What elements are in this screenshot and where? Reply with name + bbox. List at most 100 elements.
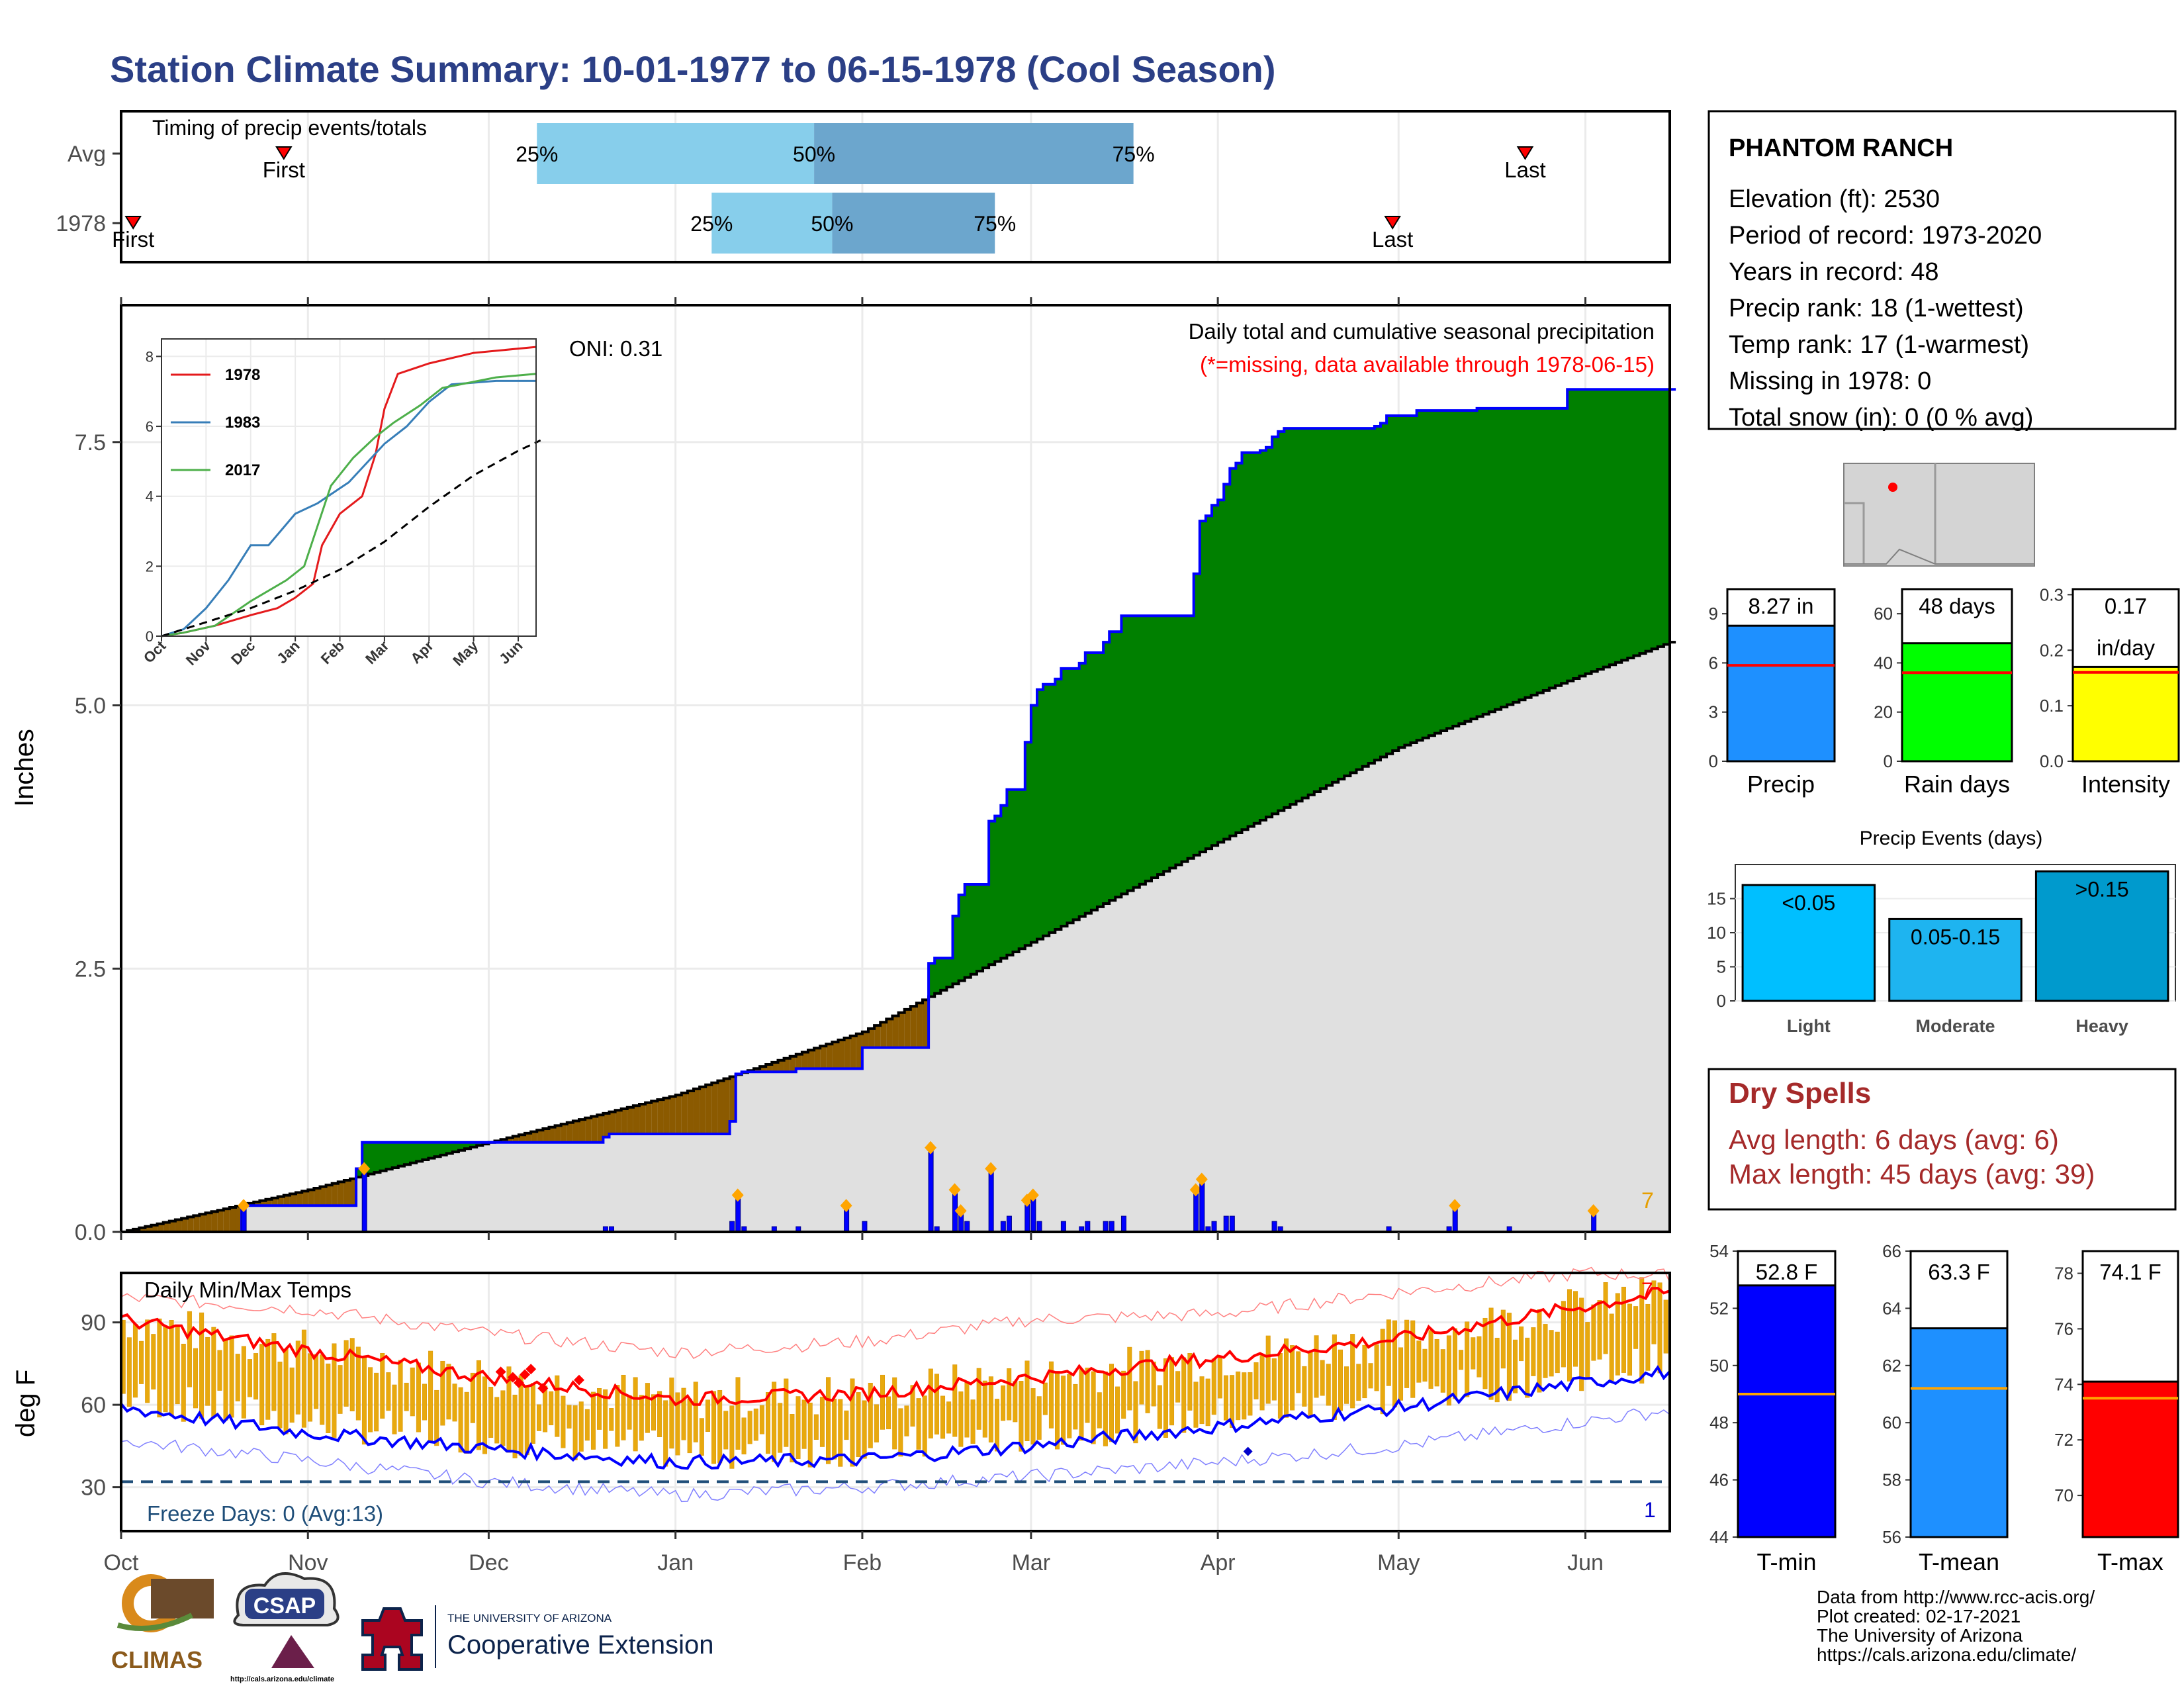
surplus-area <box>1663 389 1670 645</box>
daily-temp-range-bar <box>386 1372 391 1411</box>
event-axis-label: Light <box>1787 1016 1831 1036</box>
avg-cumulative-area <box>970 974 978 1232</box>
daily-temp-range-bar <box>175 1325 180 1405</box>
event-bar-Heavy <box>2034 870 2169 1002</box>
mini-bar-Intensity <box>2071 665 2180 763</box>
daily-temp-range-bar <box>524 1385 529 1456</box>
deficit-area <box>175 1219 182 1232</box>
avg-cumulative-area <box>807 1050 815 1232</box>
daily-temp-range-bar <box>1380 1329 1385 1415</box>
avg-cumulative-area <box>904 1009 911 1232</box>
daily-temp-range-bar <box>247 1359 252 1397</box>
daily-temp-range-bar <box>1320 1360 1325 1396</box>
timing-p25-label: 25% <box>516 142 558 166</box>
surplus-area <box>1374 426 1381 761</box>
daily-temp-range-bar <box>723 1411 729 1450</box>
avg-cumulative-area <box>477 1145 483 1232</box>
daily-temp-range-bar <box>500 1390 506 1446</box>
surplus-area <box>1085 653 1092 914</box>
surplus-area <box>1338 428 1345 779</box>
avg-cumulative-area <box>1356 769 1363 1232</box>
avg-cumulative-area <box>760 1066 766 1232</box>
temp-bar-tick-label: 50 <box>1709 1356 1729 1376</box>
daily-temp-range-bar <box>422 1383 428 1421</box>
deficit-area <box>512 1136 520 1143</box>
daily-temp-range-bar <box>1109 1364 1114 1442</box>
deficit-area <box>145 1226 152 1232</box>
timing-p50-label: 50% <box>793 142 835 166</box>
deficit-area <box>832 1042 839 1069</box>
deficit-area <box>826 1044 833 1069</box>
temp-bar-tick-label: 64 <box>1882 1298 1901 1318</box>
daily-temp-range-bar <box>488 1387 494 1438</box>
daily-temp-range-bar <box>633 1377 638 1452</box>
daily-temp-range-bar <box>326 1363 331 1433</box>
daily-temp-range-bar <box>1091 1371 1096 1444</box>
avg-cumulative-area <box>277 1196 285 1232</box>
daily-temp-range-bar <box>265 1338 271 1420</box>
daily-temp-range-bar <box>1314 1335 1319 1398</box>
surplus-area <box>940 958 947 990</box>
surplus-area <box>1609 389 1616 665</box>
surplus-area <box>995 816 1001 962</box>
daily-temp-range-bar <box>1494 1337 1500 1403</box>
timing-p25-label: 25% <box>690 212 733 236</box>
temp-bar-T-min <box>1737 1284 1837 1538</box>
surplus-area <box>471 1142 477 1147</box>
avg-cumulative-area <box>826 1044 833 1232</box>
inset-xtick-label: Apr <box>407 637 437 667</box>
mini-bar-value-text: 0.17 <box>2105 594 2147 618</box>
daily-temp-range-bar <box>217 1350 222 1391</box>
deficit-area <box>181 1218 188 1232</box>
daily-temp-range-bar <box>169 1320 174 1416</box>
avg-cumulative-area <box>1410 742 1418 1232</box>
daily-temp-range-bar <box>374 1372 379 1432</box>
daily-temp-range-bar <box>446 1364 451 1420</box>
deficit-area <box>157 1223 164 1232</box>
daily-temp-range-bar <box>368 1367 373 1432</box>
daily-temp-range-bar <box>458 1387 463 1453</box>
deficit-area <box>766 1064 772 1072</box>
daily-temp-range-bar <box>1199 1376 1205 1425</box>
surplus-area <box>976 884 983 971</box>
avg-cumulative-area <box>1453 726 1459 1232</box>
daily-temp-range-bar <box>813 1414 819 1440</box>
avg-cumulative-area <box>850 1035 857 1232</box>
avg-cumulative-area <box>675 1095 682 1232</box>
timing-frame <box>120 110 1671 263</box>
avg-cumulative-area <box>1253 823 1261 1232</box>
daily-temp-range-bar <box>832 1398 837 1460</box>
avg-cumulative-area <box>1019 949 1026 1232</box>
avg-cumulative-area <box>1387 753 1393 1232</box>
daily-temp-range-bar <box>1217 1356 1222 1399</box>
daily-temp-range-bar <box>584 1409 590 1441</box>
timing-p75-label: 75% <box>974 212 1016 236</box>
daily-temp-range-bar <box>645 1383 650 1433</box>
daily-temp-range-bar <box>669 1378 674 1449</box>
dry-spells-box <box>1707 1068 2177 1211</box>
deficit-area <box>663 1098 670 1135</box>
deficit-area <box>621 1108 628 1135</box>
avg-cumulative-area <box>1265 817 1273 1232</box>
avg-cumulative-area <box>488 1142 496 1232</box>
surplus-area <box>1193 573 1201 855</box>
deficit-area <box>235 1205 242 1232</box>
record-high-marker <box>525 1364 537 1375</box>
deficit-area <box>343 1180 351 1206</box>
avg-cumulative-area <box>271 1197 279 1232</box>
deficit-area <box>326 1185 333 1206</box>
deficit-area <box>567 1122 574 1143</box>
daily-temp-range-bar <box>1236 1371 1241 1421</box>
daily-temp-range-bar <box>1531 1327 1536 1376</box>
temp-bar-value-text: 52.8 F <box>1756 1260 1818 1284</box>
daily-precip-bar <box>1223 1215 1229 1233</box>
daily-temp-range-bar <box>868 1382 873 1448</box>
temp-panel-title: Daily Min/Max Temps <box>144 1278 351 1302</box>
avg-cumulative-area <box>578 1119 586 1232</box>
avg-cumulative-area <box>1308 794 1315 1232</box>
daily-temp-range-bar <box>1386 1319 1391 1386</box>
avg-cumulative-area <box>940 990 947 1232</box>
inset-xtick-label: May <box>449 637 481 669</box>
daily-temp-range-bar <box>380 1352 385 1419</box>
surplus-area <box>1585 389 1592 674</box>
